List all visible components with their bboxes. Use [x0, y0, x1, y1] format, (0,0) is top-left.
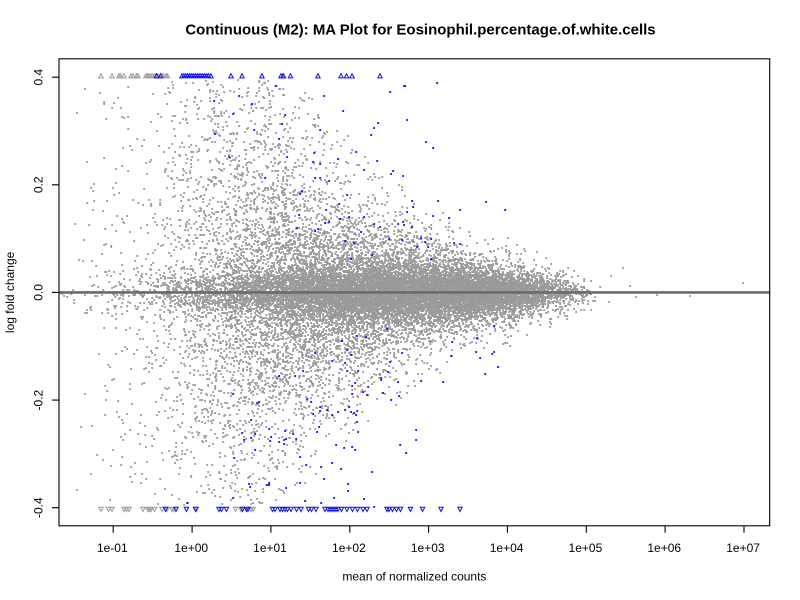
svg-text:1e-01: 1e-01	[97, 541, 128, 555]
svg-text:-0.2: -0.2	[31, 389, 45, 410]
svg-text:1e+02: 1e+02	[332, 541, 366, 555]
svg-text:0.0: 0.0	[31, 284, 45, 301]
svg-text:1e+07: 1e+07	[726, 541, 760, 555]
svg-text:0.2: 0.2	[31, 176, 45, 193]
svg-text:1e+01: 1e+01	[253, 541, 287, 555]
svg-text:0.4: 0.4	[31, 69, 45, 86]
svg-text:log fold change: log fold change	[3, 251, 17, 333]
svg-text:1e+06: 1e+06	[647, 541, 681, 555]
svg-text:Continuous (M2): MA Plot for E: Continuous (M2): MA Plot for Eosinophil.…	[185, 22, 655, 39]
svg-text:1e+05: 1e+05	[569, 541, 603, 555]
svg-text:1e+00: 1e+00	[174, 541, 208, 555]
svg-text:-0.4: -0.4	[31, 497, 45, 518]
svg-text:1e+03: 1e+03	[411, 541, 445, 555]
svg-text:mean of normalized counts: mean of normalized counts	[342, 570, 486, 584]
svg-text:1e+04: 1e+04	[490, 541, 524, 555]
